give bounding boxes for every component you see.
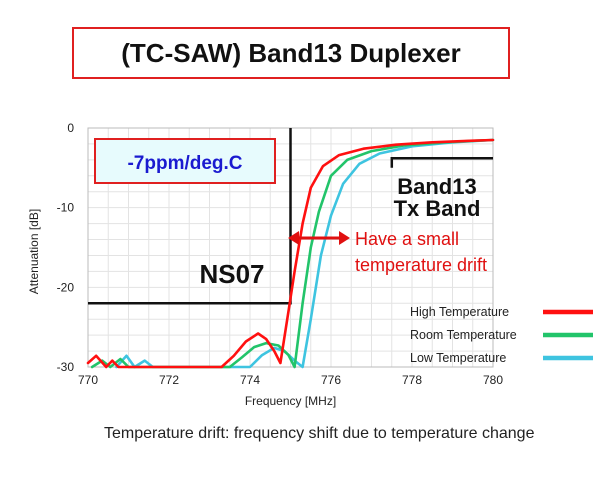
tx-band-marker-line xyxy=(390,157,493,168)
y-tick-label: -10 xyxy=(57,201,75,215)
series-layer xyxy=(86,138,495,369)
y-tick-label: 0 xyxy=(67,121,74,135)
drift-arrow-right-head xyxy=(339,231,350,245)
drift-annotation-line2: temperature drift xyxy=(355,255,487,275)
series-line-room-temperature xyxy=(90,138,495,369)
caption: Temperature drift: frequency shift due t… xyxy=(104,425,535,442)
tx-band-label-line2: Tx Band xyxy=(394,196,481,221)
ns07-label: NS07 xyxy=(199,259,264,289)
x-axis-label: Frequency [MHz] xyxy=(245,394,336,408)
legend-label: Room Temperature xyxy=(410,328,517,342)
coefficient-label: -7ppm/deg.C xyxy=(127,153,242,174)
x-tick-label: 780 xyxy=(483,373,503,387)
y-tick-label: -20 xyxy=(57,280,75,294)
drift-annotation-line1: Have a small xyxy=(355,229,459,249)
chart-title: (TC-SAW) Band13 Duplexer xyxy=(121,37,461,68)
title-box: (TC-SAW) Band13 Duplexer xyxy=(72,27,510,79)
series-line-high-temperature xyxy=(86,138,495,369)
x-tick-label: 774 xyxy=(240,373,260,387)
series-line-low-temperature xyxy=(115,138,495,369)
x-tick-label: 778 xyxy=(402,373,422,387)
ticks-layer: 770 772 774 776 778 780 0 -10 -20 -30 Frequency [M… xyxy=(27,121,503,408)
tx-band-label-line1: Band13 xyxy=(397,174,476,199)
x-tick-label: 776 xyxy=(321,373,341,387)
legend-label: Low Temperature xyxy=(410,351,506,365)
y-axis-label: Attenuation [dB] xyxy=(27,209,41,294)
drift-arrow-left-head xyxy=(288,231,299,245)
legend-label: High Temperature xyxy=(410,305,509,319)
coefficient-box xyxy=(94,138,276,184)
x-tick-label: 770 xyxy=(78,373,98,387)
y-tick-label: -30 xyxy=(57,360,75,374)
x-tick-label: 772 xyxy=(159,373,179,387)
legend: High Temperature Room Temperature Low Temp… xyxy=(410,305,593,365)
